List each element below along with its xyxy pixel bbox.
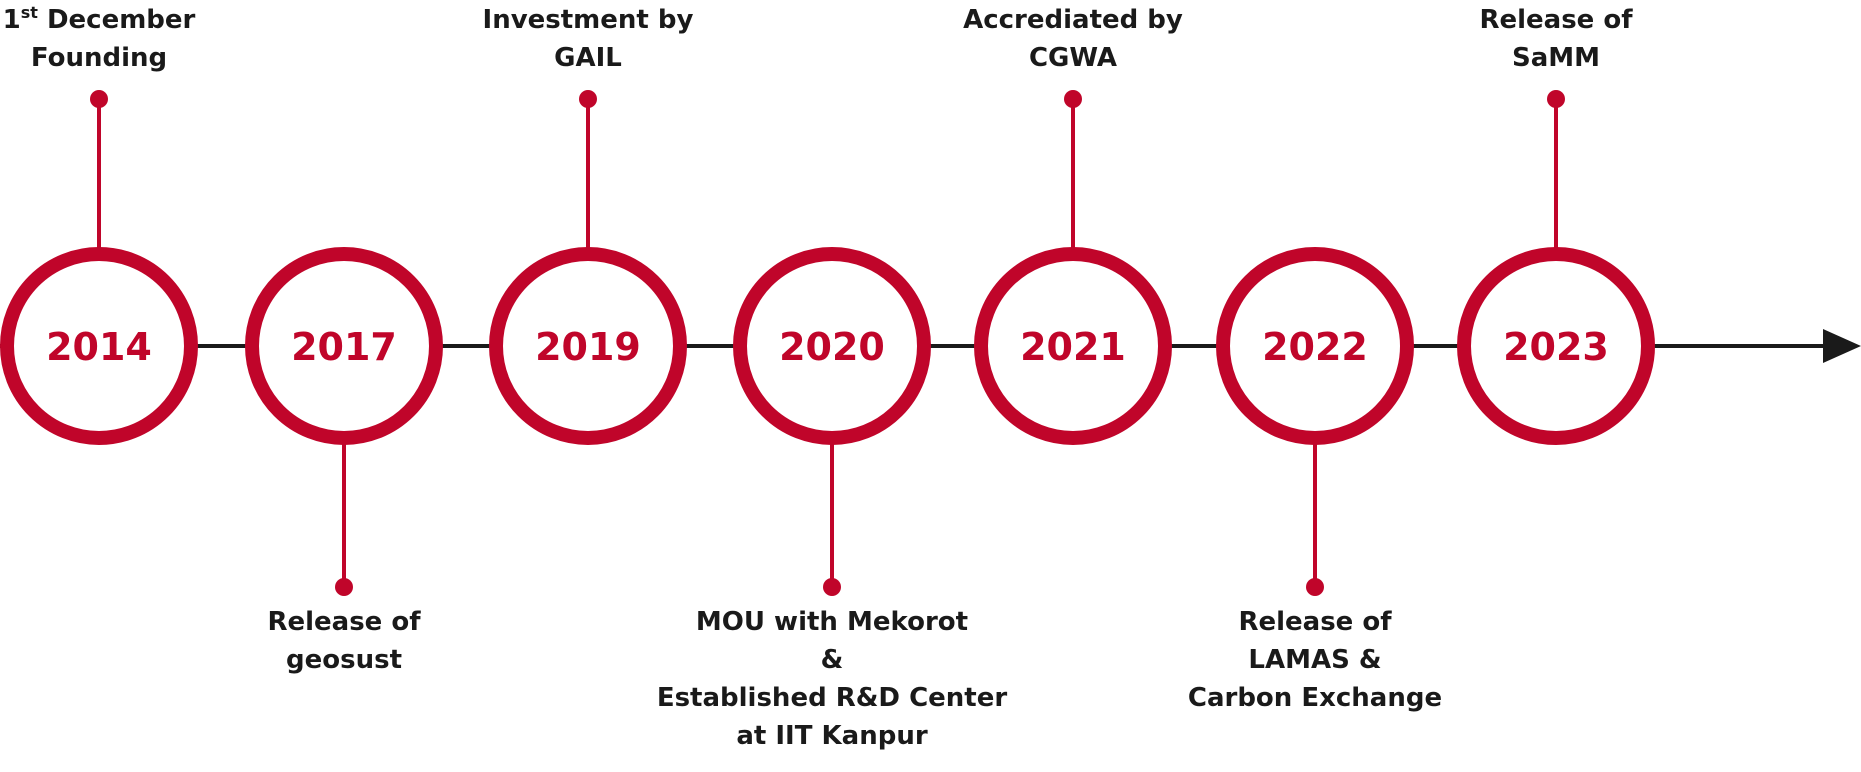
timeline-event-2019: 2019 Investment by GAIL — [483, 5, 694, 445]
year-label: 2022 — [1262, 325, 1368, 369]
timeline-event-2020: 2020 MOU with Mekorot & Established R&D Cen… — [657, 247, 1008, 751]
year-label: 2021 — [1020, 325, 1126, 369]
arrow-head-icon — [1823, 329, 1861, 363]
event-label-line: MOU with Mekorot — [696, 607, 968, 637]
event-label-line: LAMAS & — [1248, 645, 1381, 675]
year-circle — [733, 247, 931, 445]
year-label: 2017 — [291, 325, 397, 369]
event-label-line: Investment by — [483, 5, 694, 35]
timeline-event-2022: 2022 Release of LAMAS & Carbon Exchange — [1188, 247, 1442, 713]
event-label-line: 1st December — [3, 3, 196, 35]
year-label: 2020 — [779, 325, 885, 369]
year-label: 2023 — [1503, 325, 1609, 369]
events-layer: 2014 1st December Founding 2017 Release of ge… — [0, 3, 1655, 751]
timeline-event-2014: 2014 1st December Founding — [0, 3, 198, 445]
year-circle — [489, 247, 687, 445]
event-label-line: SaMM — [1512, 43, 1600, 73]
event-label-line: at IIT Kanpur — [736, 721, 927, 751]
event-label-line: Established R&D Center — [657, 683, 1008, 713]
event-dot — [579, 90, 597, 108]
event-dot — [335, 578, 353, 596]
year-label: 2014 — [46, 325, 152, 369]
event-label-line: Release of — [1479, 5, 1633, 35]
event-dot — [823, 578, 841, 596]
event-dot — [1306, 578, 1324, 596]
event-label-line: geosust — [286, 645, 402, 675]
event-label-line: Release of — [1238, 607, 1392, 637]
year-circle — [0, 247, 198, 445]
event-label-line: Release of — [267, 607, 421, 637]
event-dot — [90, 90, 108, 108]
event-label-line: Carbon Exchange — [1188, 683, 1442, 713]
event-label-line: GAIL — [554, 43, 622, 73]
timeline-event-2023: 2023 Release of SaMM — [1457, 5, 1655, 445]
timeline-event-2021: 2021 Accrediated by CGWA — [963, 5, 1183, 445]
event-dot — [1547, 90, 1565, 108]
event-label-line: Founding — [31, 43, 167, 73]
event-label-line: CGWA — [1029, 43, 1117, 73]
timeline-event-2017: 2017 Release of geosust — [245, 247, 443, 675]
event-dot — [1064, 90, 1082, 108]
year-circle — [1216, 247, 1414, 445]
year-circle — [245, 247, 443, 445]
event-label-line: & — [821, 645, 844, 675]
year-circle — [1457, 247, 1655, 445]
year-label: 2019 — [535, 325, 641, 369]
event-label-line: Accrediated by — [963, 5, 1183, 35]
year-circle — [974, 247, 1172, 445]
